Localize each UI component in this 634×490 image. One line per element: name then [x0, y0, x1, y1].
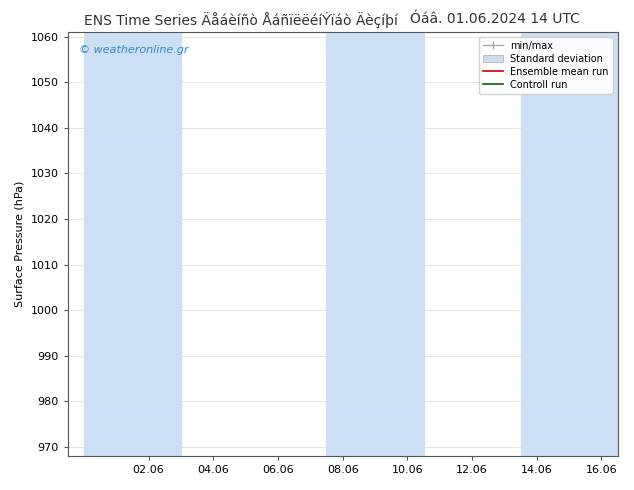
Legend: min/max, Standard deviation, Ensemble mean run, Controll run: min/max, Standard deviation, Ensemble me…: [479, 37, 613, 94]
Bar: [84, 32, 181, 456]
Y-axis label: Surface Pressure (hPa): Surface Pressure (hPa): [15, 181, 25, 307]
Text: © weatheronline.gr: © weatheronline.gr: [79, 45, 188, 55]
Text: ENS Time Series Äåáèíñò ÅáñïëëéíÝïáò Äèçíþí: ENS Time Series Äåáèíñò ÅáñïëëéíÝïáò Äèç…: [84, 12, 398, 28]
Bar: [327, 32, 424, 456]
Text: Óáâ. 01.06.2024 14 UTC: Óáâ. 01.06.2024 14 UTC: [410, 12, 579, 26]
Bar: [521, 32, 634, 456]
